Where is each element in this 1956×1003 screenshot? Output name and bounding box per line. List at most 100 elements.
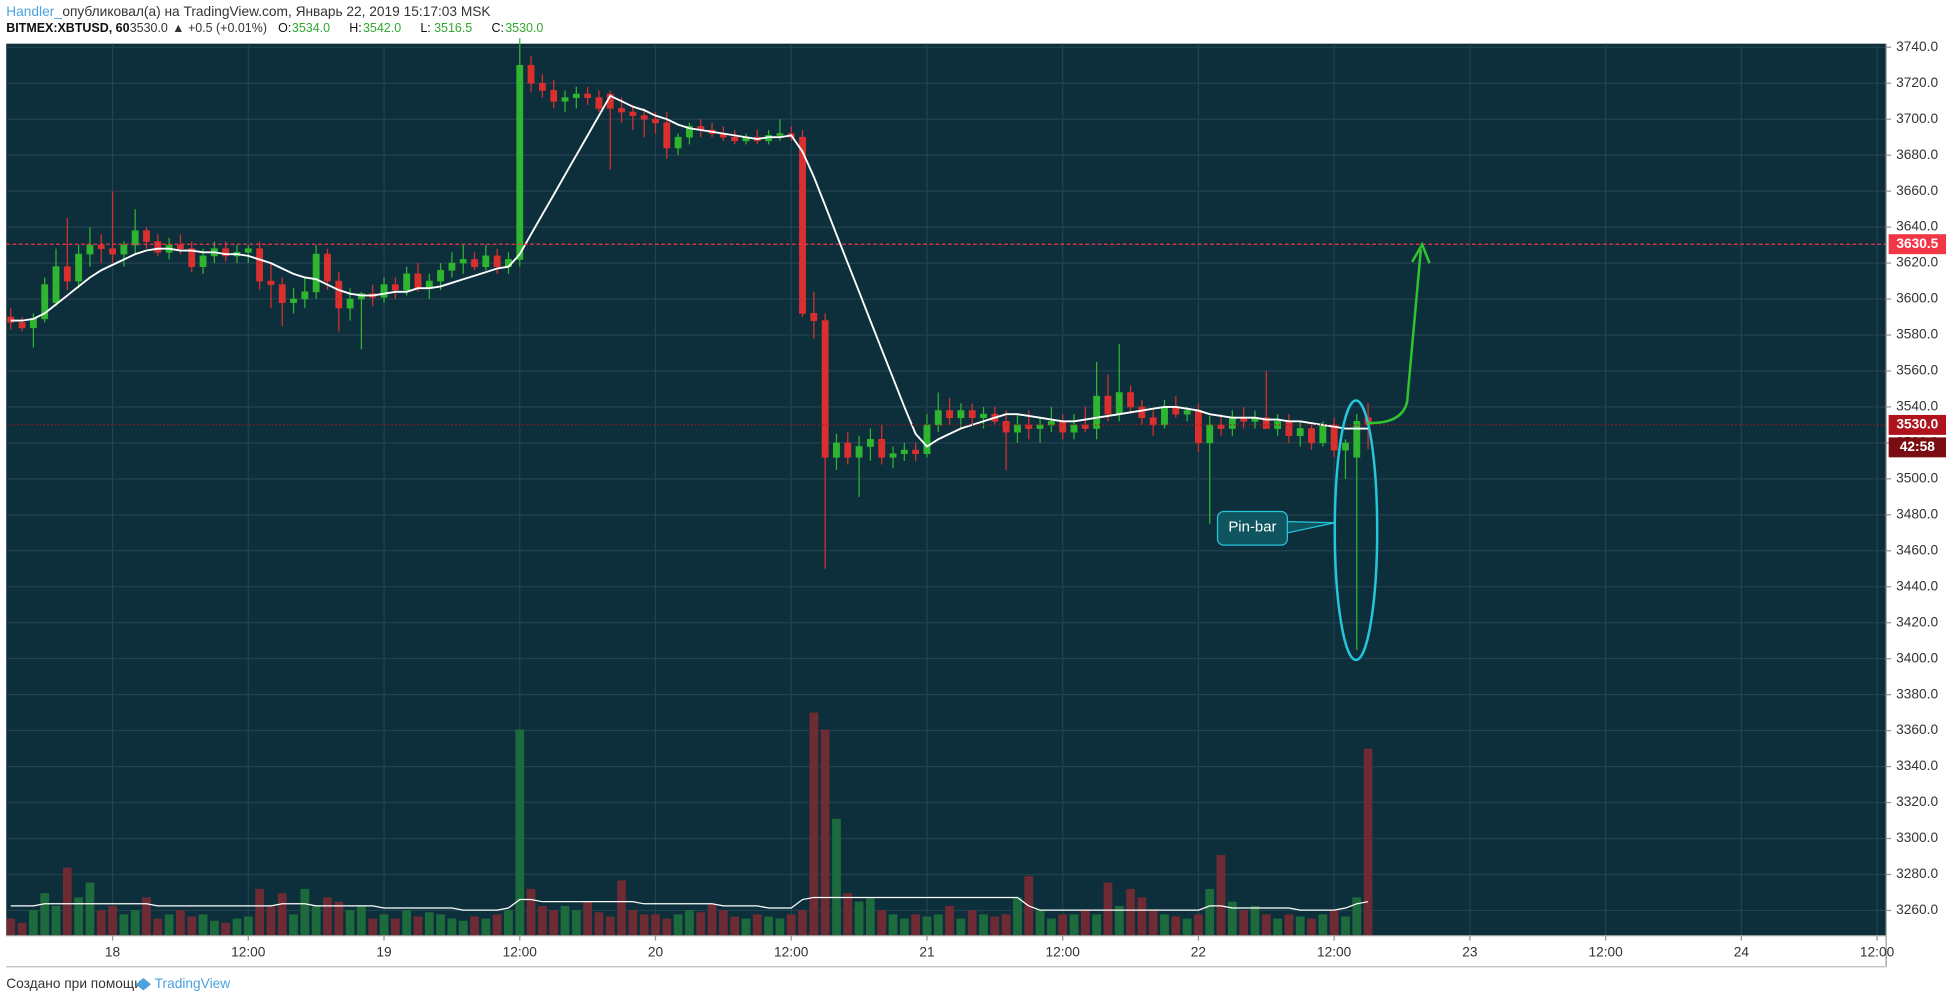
x-tick-label: 12:00	[1588, 945, 1623, 960]
volume-bar	[300, 888, 310, 936]
y-tick-label: 3480.0	[1896, 506, 1938, 521]
ohlc-value: 3534.0	[292, 21, 330, 35]
volume-bar	[436, 914, 445, 936]
candle-body	[674, 136, 682, 149]
volume-bar	[130, 910, 140, 936]
candle-body	[1014, 424, 1021, 433]
volume-bar	[832, 818, 841, 936]
volume-bar	[979, 914, 988, 936]
volume-bar	[820, 729, 830, 936]
candle-body	[199, 255, 207, 267]
volume-bar	[1307, 918, 1316, 936]
x-tick-label: 21	[919, 945, 934, 960]
candle-body	[256, 248, 264, 282]
volume-bar	[1363, 748, 1373, 936]
published: опубликовал(а) на TradingView.com, Январ…	[62, 4, 490, 19]
volume-bar	[583, 901, 592, 936]
volume-bar	[96, 910, 106, 936]
volume-bar	[481, 918, 491, 936]
candle-body	[844, 442, 852, 458]
x-tick-label: 22	[1191, 945, 1206, 960]
footer-brand: TradingView	[155, 976, 231, 991]
candle-body	[324, 253, 331, 282]
candle-body	[923, 424, 931, 454]
candle-body	[391, 284, 399, 291]
candle-body	[866, 438, 874, 447]
candle-body	[18, 322, 26, 329]
volume-bar	[6, 918, 16, 936]
volume-bar	[51, 905, 61, 936]
volume-bar	[311, 905, 321, 936]
arrow	[1367, 249, 1423, 425]
volume-bar	[198, 914, 208, 936]
candle-body	[1161, 406, 1168, 426]
y-tick-label: 3260.0	[1896, 902, 1938, 917]
callout-box	[1216, 510, 1288, 546]
y-tick-label: 3720.0	[1896, 75, 1938, 90]
candle-body	[244, 248, 252, 253]
x-tick-label: 23	[1462, 945, 1478, 960]
volume-bar	[1261, 914, 1271, 936]
volume-bar	[696, 912, 706, 936]
volume-bar	[447, 918, 457, 936]
volume-bar	[1103, 882, 1113, 936]
volume-bar	[1160, 914, 1169, 936]
volume-bar	[402, 910, 412, 936]
volume-bar	[549, 910, 559, 936]
volume-bar	[1341, 916, 1350, 936]
volume-bar	[967, 910, 977, 936]
candle-body	[1194, 410, 1202, 444]
volume-bar	[798, 910, 807, 936]
candle-body	[75, 253, 83, 282]
candle-body	[1274, 421, 1282, 429]
y-tick-label: 3500.0	[1896, 470, 1938, 485]
volume-bar	[345, 910, 355, 936]
volume-bar	[899, 918, 909, 936]
y-tick-label: 3680.0	[1896, 147, 1938, 162]
volume-bar	[62, 867, 72, 936]
volume-bar	[424, 912, 434, 936]
volume-bar	[85, 882, 95, 936]
candle-body	[1138, 406, 1146, 419]
candle-body	[222, 248, 230, 257]
volume-bar	[1047, 918, 1056, 936]
y-tick-label: 3440.0	[1896, 578, 1938, 593]
author: Handler_	[6, 4, 62, 19]
candle-body	[471, 259, 478, 267]
logo	[135, 978, 151, 991]
volume-bar	[1205, 888, 1215, 936]
y-tick-label: 3580.0	[1896, 327, 1938, 342]
volume-bar	[209, 920, 219, 936]
candle-body	[685, 126, 693, 138]
volume-bar	[741, 918, 751, 936]
y-tick-label: 3420.0	[1896, 614, 1938, 629]
volume-bar	[933, 914, 943, 936]
candle-body	[980, 413, 987, 419]
volume-bar	[1069, 914, 1079, 936]
candle-body	[833, 442, 840, 458]
candle-body	[776, 133, 784, 136]
volume-bar	[1250, 905, 1260, 936]
candle-body	[957, 410, 965, 419]
y-tick-label: 3340.0	[1896, 758, 1938, 773]
callout-text: Pin-bar	[1228, 519, 1276, 536]
candle-body	[1093, 395, 1101, 429]
volume-bar	[854, 901, 864, 936]
y-tick-label: 3380.0	[1896, 686, 1938, 701]
countdown: 42:58	[1900, 439, 1935, 454]
x-tick-label: 12:00	[774, 945, 809, 960]
candle-body	[878, 438, 886, 458]
volume-bar	[526, 888, 536, 936]
volume-bar	[707, 903, 717, 936]
volume-bar	[334, 901, 344, 936]
candle-body	[459, 259, 467, 264]
candle-body	[52, 266, 60, 303]
volume-bar	[1013, 897, 1022, 936]
ohlc-value: 3542.0	[363, 21, 401, 35]
volume-bar	[1329, 910, 1339, 936]
volume-bar	[492, 914, 502, 936]
candle-body	[1115, 392, 1123, 415]
y-tick-label: 3280.0	[1896, 866, 1938, 881]
candle-body	[1002, 421, 1010, 433]
y-tick-label: 3320.0	[1896, 794, 1938, 809]
